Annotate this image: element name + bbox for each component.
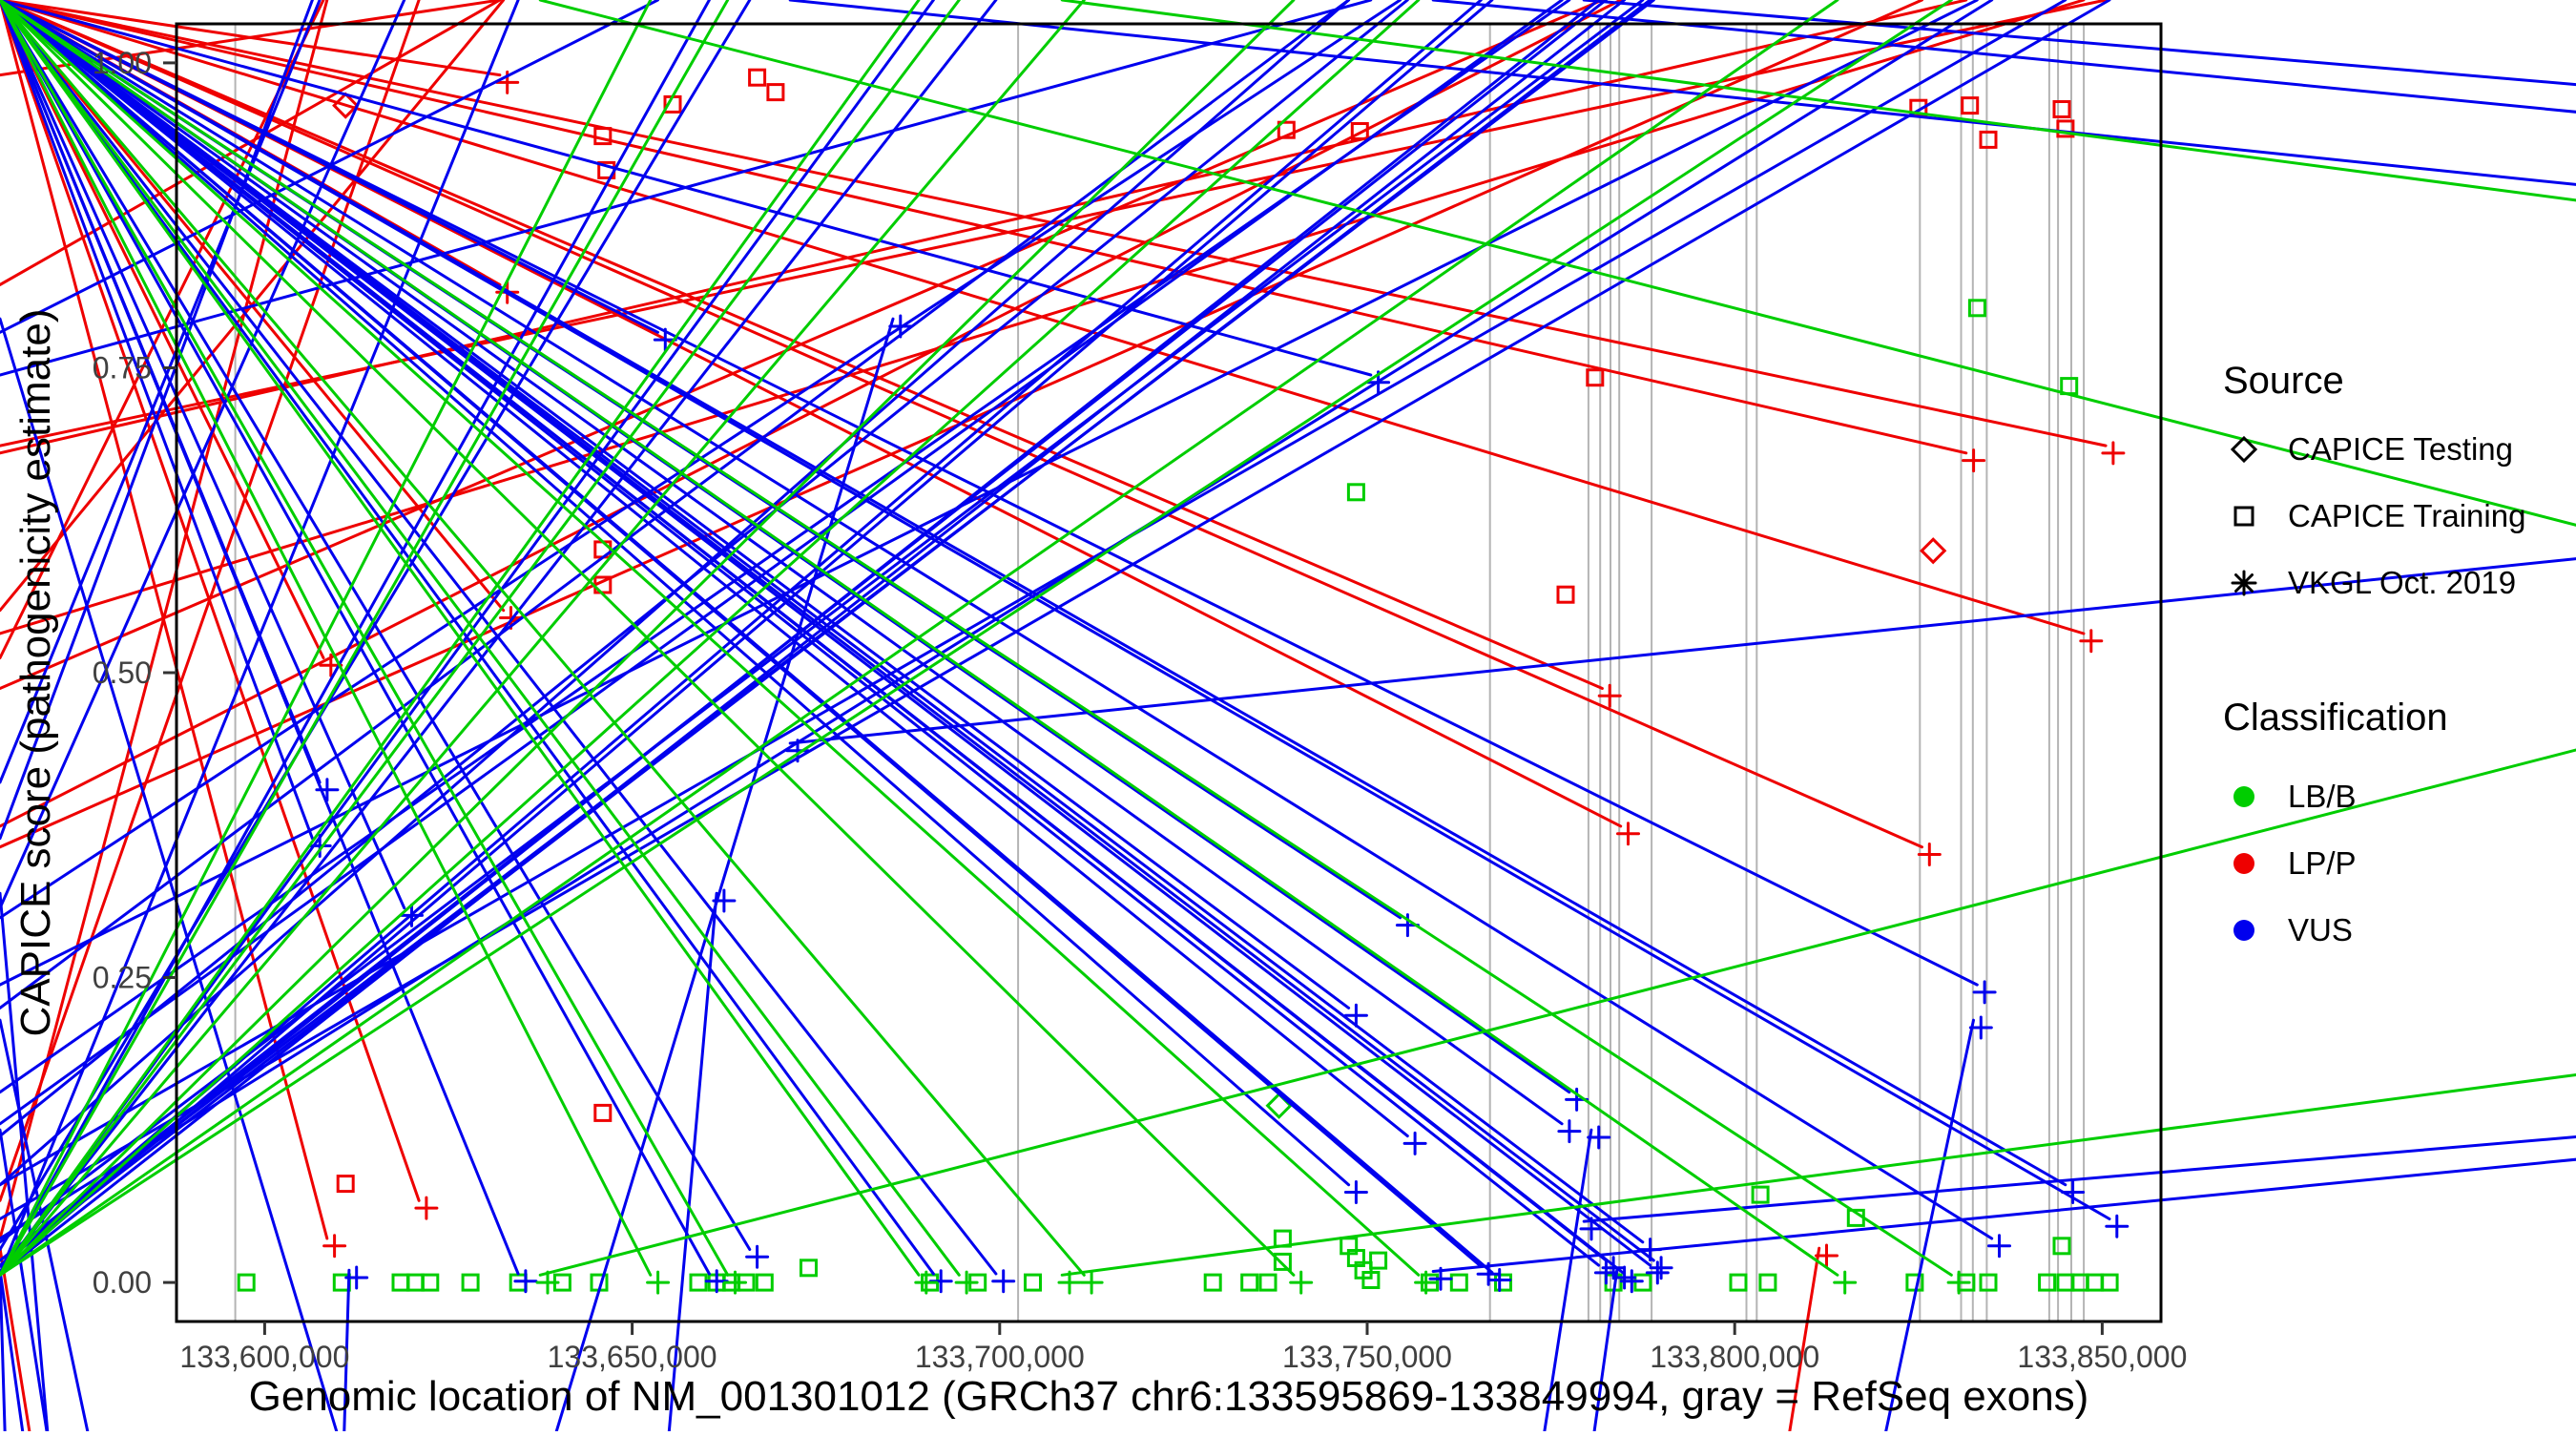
lbb-dot-icon [2233,786,2254,807]
legend-item-vkgl: VKGL Oct. 2019 [2231,565,2516,600]
svg-text:0.25: 0.25 [93,961,152,995]
svg-text:1.00: 1.00 [93,46,152,80]
svg-text:133,800,000: 133,800,000 [1650,1340,1819,1374]
legend-item-vus: VUS [2233,912,2353,947]
exon-lines-layer [234,24,2086,1322]
legend-item-label: CAPICE Testing [2288,431,2513,467]
square-icon [2233,506,2254,527]
axis-ticks-layer: 133,600,000 133,650,000 133,700,000 133,750… [93,46,2188,1374]
legend-item-label: VKGL Oct. 2019 [2288,565,2516,600]
diamond-icon [2230,435,2258,464]
legend-item-lbb: LB/B [2233,779,2357,814]
plot-panel-background [177,24,2161,1322]
svg-text:133,700,000: 133,700,000 [915,1340,1085,1374]
asterisk-icon [2231,570,2257,596]
lpp-dot-icon [2233,853,2254,874]
legend-item-lpp: LP/P [2233,845,2357,881]
legend-item-label: VUS [2288,912,2353,947]
legend-item-capice-testing: CAPICE Testing [2230,431,2513,467]
legend-source-title: Source [2223,360,2344,402]
svg-text:133,650,000: 133,650,000 [548,1340,717,1374]
legend-item-label: CAPICE Training [2288,498,2525,533]
legend-item-label: LP/P [2288,845,2357,881]
legend-classification-title: Classification [2223,697,2448,739]
svg-text:133,600,000: 133,600,000 [179,1340,349,1374]
svg-text:133,850,000: 133,850,000 [2017,1340,2187,1374]
legend-item-label: LB/B [2288,779,2357,814]
x-axis-title: Genomic location of NM_001301012 (GRCh37… [249,1373,2089,1420]
svg-text:0.75: 0.75 [93,351,152,385]
svg-text:0.00: 0.00 [93,1265,152,1300]
legend-item-capice-training: CAPICE Training [2233,498,2525,533]
legend: Source CAPICE Testing CAPICE Training VK… [2223,360,2525,947]
y-axis-title: CAPICE score (pathogenicity estimate) [12,309,59,1037]
vus-dot-icon [2233,920,2254,941]
svg-text:0.50: 0.50 [93,656,152,690]
svg-text:133,750,000: 133,750,000 [1282,1340,1452,1374]
